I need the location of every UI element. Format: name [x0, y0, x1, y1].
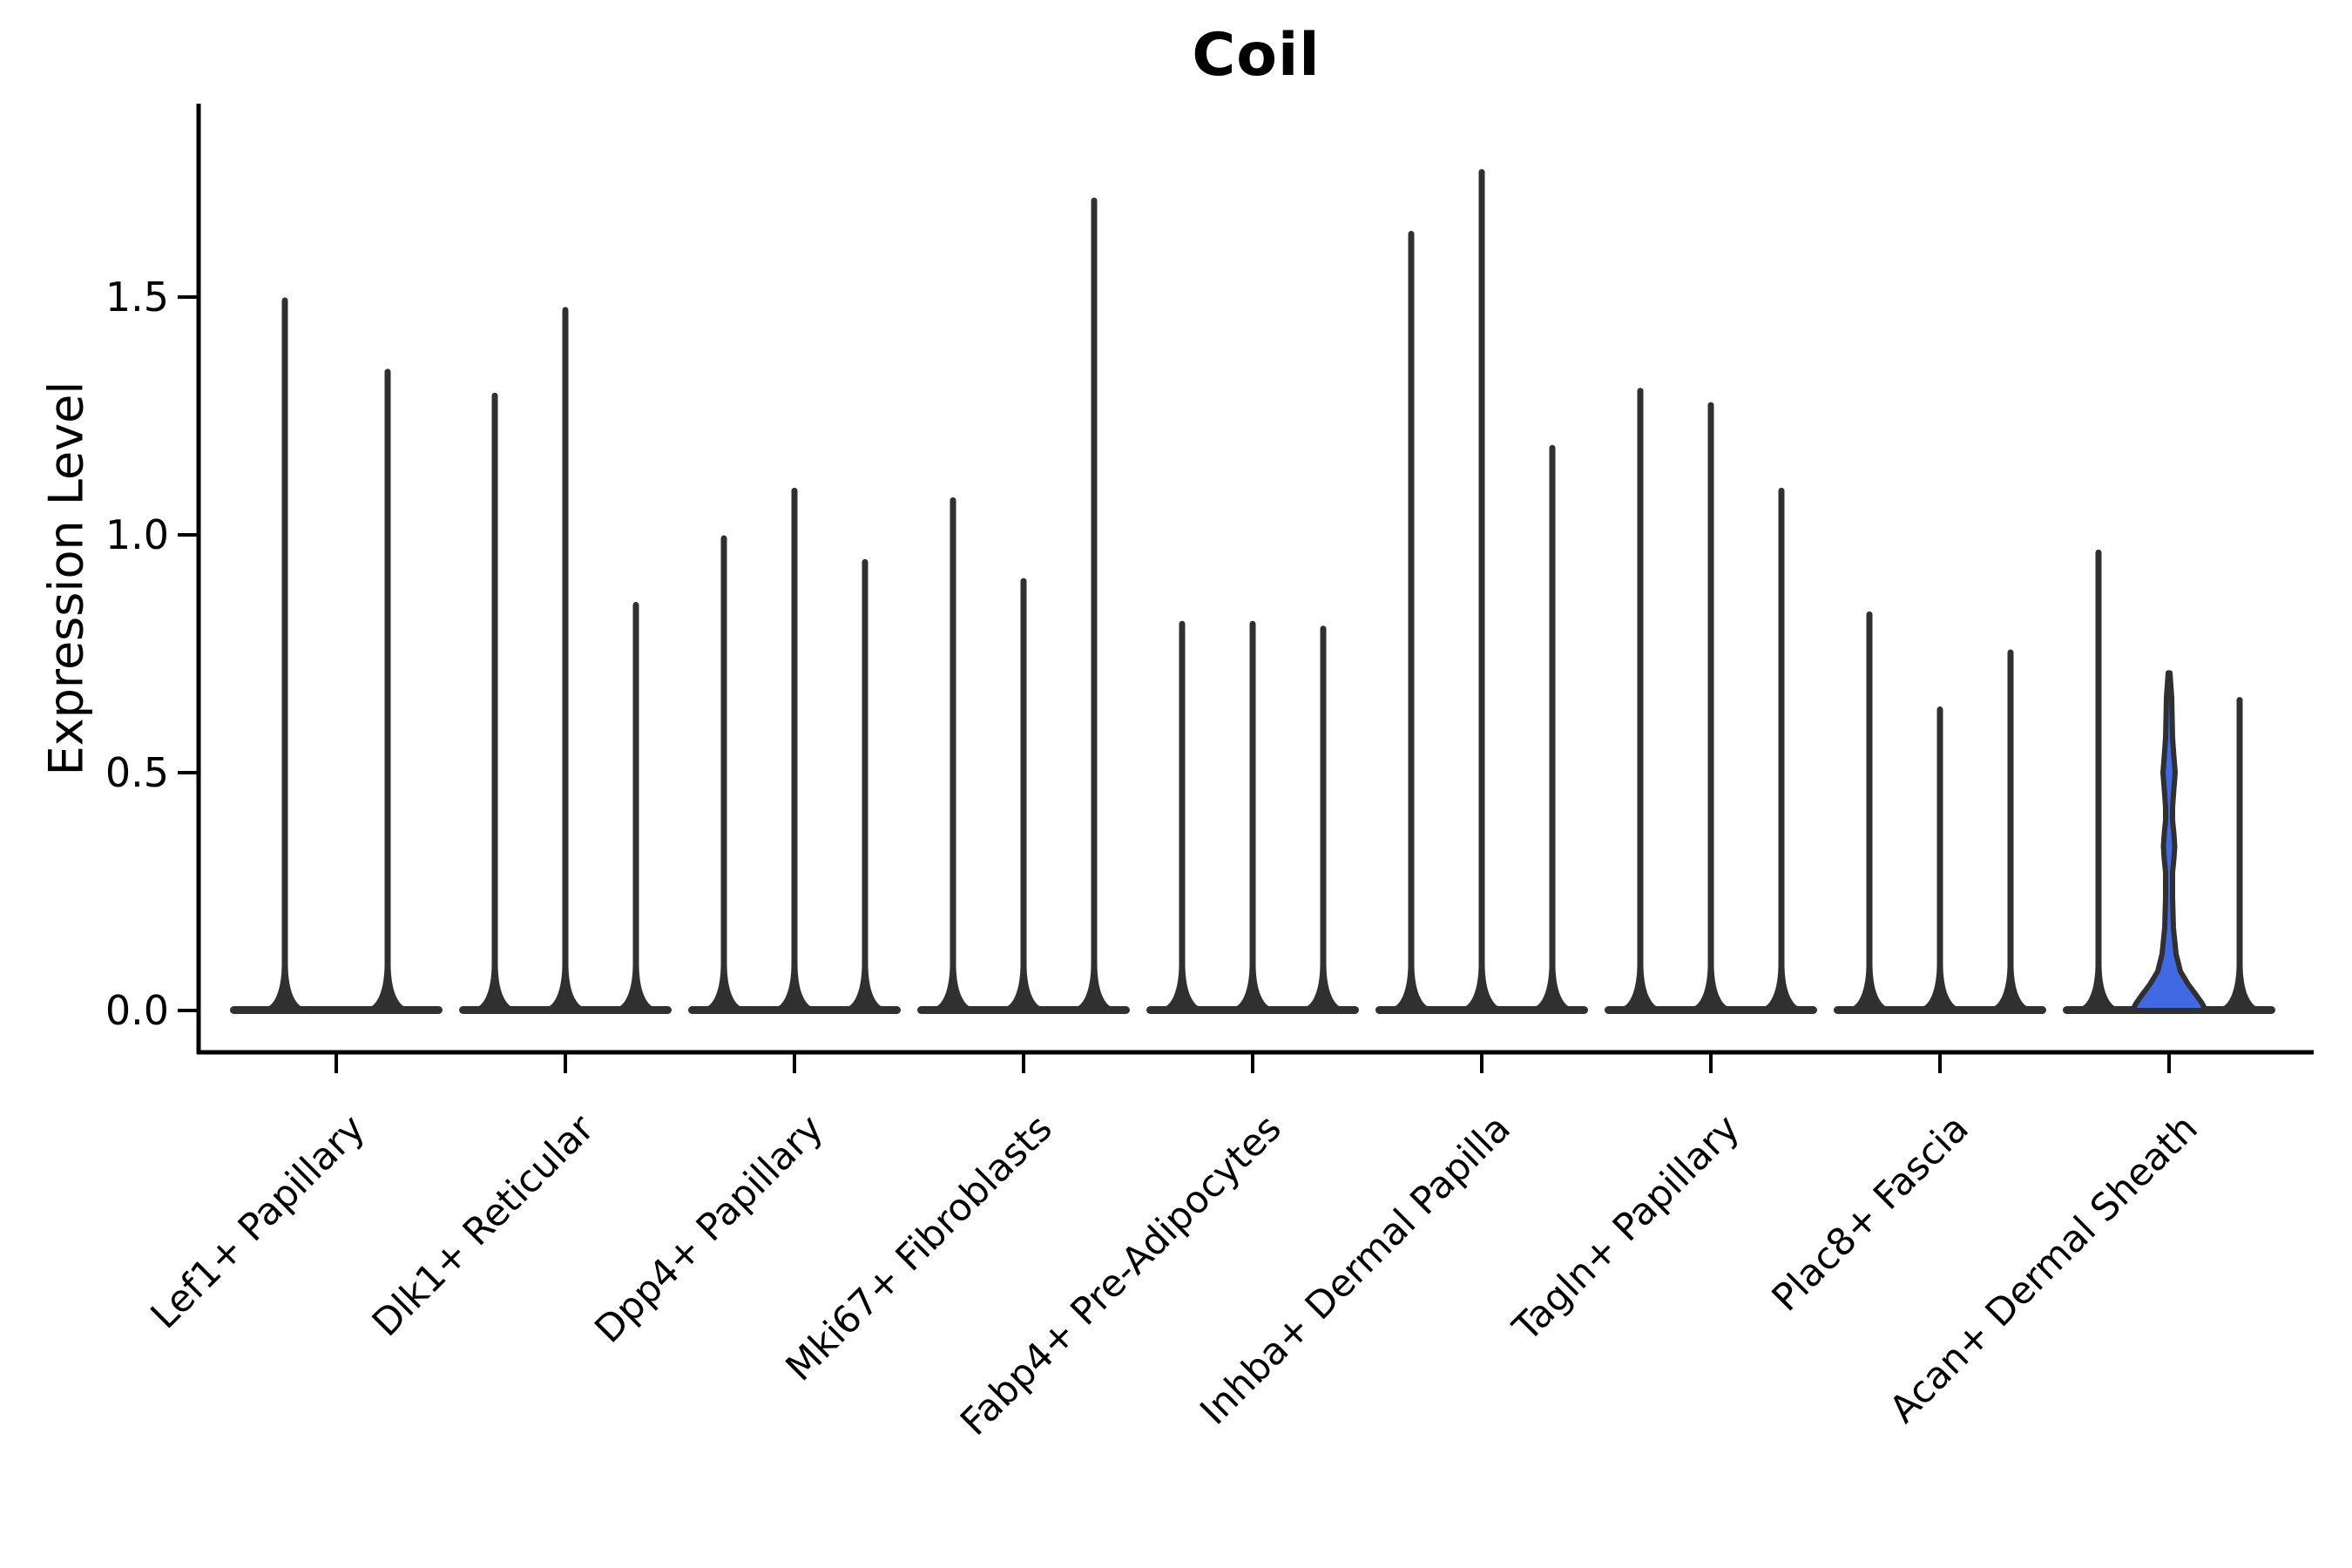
- violin-base-bar: [917, 1006, 1130, 1014]
- violin-spike-base-flare: [1535, 965, 1570, 1007]
- violin-spike-base-flare: [2222, 965, 2257, 1007]
- violin-spike-base-flare: [1764, 965, 1799, 1007]
- x-tick-label: Lef1+ Papillary: [143, 1106, 374, 1337]
- y-tick-label: 0.0: [105, 987, 169, 1034]
- violin-spike-base-flare: [370, 965, 405, 1007]
- violin-spike-base-flare: [1006, 965, 1041, 1007]
- violin-base-bar: [1375, 1006, 1588, 1014]
- x-tick-label: Dlk1+ Reticular: [364, 1106, 603, 1345]
- y-tick-label: 0.5: [105, 749, 169, 796]
- x-tick-label: Dpp4+ Papillary: [587, 1106, 832, 1351]
- y-tick-label: 1.0: [105, 511, 169, 558]
- highlight-violin: [2130, 670, 2208, 1013]
- violin-spike-base-flare: [706, 965, 741, 1007]
- violin-spike-base-flare: [618, 965, 653, 1007]
- violin-base-bar: [1605, 1006, 1817, 1014]
- violin-base-bar: [1834, 1006, 2046, 1014]
- violin-spike-base-flare: [1165, 965, 1200, 1007]
- violin-spike-base-flare: [1923, 965, 1957, 1007]
- violin-spike-base-flare: [1306, 965, 1341, 1007]
- chart-title: Coil: [1192, 21, 1321, 90]
- violin-spike-base-flare: [1993, 965, 2028, 1007]
- violin-spike-base-flare: [1852, 965, 1887, 1007]
- violin-base-bar: [459, 1006, 672, 1014]
- violin-spike-base-flare: [548, 965, 583, 1007]
- violin-spike-base-flare: [1235, 965, 1270, 1007]
- violin-spike-base-flare: [267, 965, 302, 1007]
- violin-spike-base-flare: [936, 965, 970, 1007]
- violin-base-bar: [1146, 1006, 1359, 1014]
- violin-spike-base-flare: [1693, 965, 1728, 1007]
- violin-base-bar: [230, 1006, 443, 1014]
- violin-spike-base-flare: [1464, 965, 1499, 1007]
- violin-spike-base-flare: [477, 965, 512, 1007]
- x-tick-label: Tagln+ Papillary: [1504, 1106, 1748, 1350]
- violin-spike-base-flare: [1394, 965, 1429, 1007]
- y-tick-label: 1.5: [105, 274, 169, 321]
- violin-base-bar: [688, 1006, 901, 1014]
- violin-spike-base-flare: [2081, 965, 2116, 1007]
- violin-spike-base-flare: [1623, 965, 1658, 1007]
- violin-spike-base-flare: [777, 965, 812, 1007]
- violin-spike-base-flare: [1077, 965, 1112, 1007]
- violin-spike-base-flare: [848, 965, 882, 1007]
- x-tick-label: Plac8+ Fascia: [1764, 1106, 1977, 1320]
